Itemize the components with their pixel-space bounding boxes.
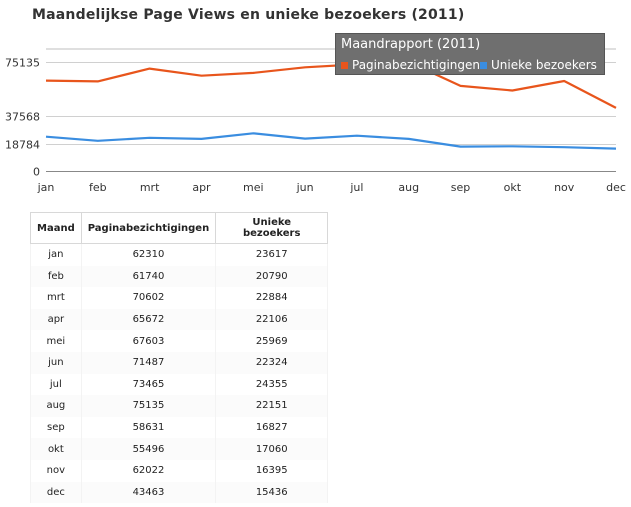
cell-month: sep <box>30 416 82 439</box>
cell-pageviews: 62022 <box>80 459 217 482</box>
table-row: dec 43463 15436 <box>30 481 329 504</box>
table-row: jan 62310 23617 <box>30 243 329 266</box>
legend-label-visitors: Unieke bezoekers <box>491 58 597 72</box>
series-line-visitors <box>45 132 617 150</box>
y-tick-label: 37568 <box>5 111 40 124</box>
cell-visitors: 24355 <box>215 373 329 396</box>
x-tick-label: feb <box>89 181 107 194</box>
header-maand[interactable]: Maand <box>30 212 82 244</box>
cell-visitors: 22884 <box>215 287 329 309</box>
x-tick-label: mrt <box>140 181 160 194</box>
cell-pageviews: 67603 <box>80 330 217 352</box>
cell-pageviews: 61740 <box>80 265 217 288</box>
series-line-pageviews <box>45 60 617 109</box>
table-row: nov 62022 16395 <box>30 459 329 482</box>
cell-month: dec <box>30 481 82 504</box>
cell-visitors: 22324 <box>215 351 329 374</box>
header-visitors[interactable]: Unieke bezoekers <box>215 212 329 244</box>
cell-visitors: 15436 <box>215 481 329 504</box>
table-row: okt 55496 17060 <box>30 438 329 460</box>
x-tick-label: aug <box>398 181 419 194</box>
cell-pageviews: 71487 <box>80 351 217 374</box>
legend-swatch-pageviews <box>341 61 348 69</box>
x-tick-label: apr <box>192 181 211 194</box>
x-tick-label: okt <box>504 181 522 194</box>
table-row: sep 58631 16827 <box>30 416 329 439</box>
cell-pageviews: 55496 <box>80 438 217 460</box>
y-tick-label: 18784 <box>5 139 40 152</box>
cell-visitors: 16395 <box>215 459 329 482</box>
cell-month: jul <box>30 373 82 396</box>
cell-month: jan <box>30 243 82 266</box>
cell-visitors: 16827 <box>215 416 329 439</box>
cell-visitors: 23617 <box>215 243 329 266</box>
data-table: Maand Paginabezichtigingen Unieke bezoek… <box>30 212 329 504</box>
table-header-row: Maand Paginabezichtigingen Unieke bezoek… <box>30 212 329 244</box>
legend-label-pageviews: Paginabezichtigingen <box>352 58 480 72</box>
cell-pageviews: 58631 <box>80 416 217 439</box>
legend-item-pageviews[interactable]: Paginabezichtigingen <box>341 58 480 72</box>
cell-month: apr <box>30 308 82 331</box>
table-row: jun 71487 22324 <box>30 351 329 374</box>
cell-pageviews: 73465 <box>80 373 217 396</box>
cell-month: okt <box>30 438 82 460</box>
x-tick-label: jul <box>349 181 363 194</box>
line-chart: 0 18784 37568 75135 jan feb mrt apr mei jun jul aug… <box>5 48 626 194</box>
x-tick-label: nov <box>554 181 575 194</box>
table-row: mei 67603 25969 <box>30 330 329 352</box>
table-row: jul 73465 24355 <box>30 373 329 396</box>
cell-pageviews: 75135 <box>80 395 217 417</box>
chart-title: Maandelijkse Page Views en unieke bezoek… <box>32 7 465 23</box>
cell-pageviews: 65672 <box>80 308 217 331</box>
cell-month: mrt <box>30 287 82 309</box>
x-tick-label: jun <box>296 181 314 194</box>
cell-month: mei <box>30 330 82 352</box>
table-row: aug 75135 22151 <box>30 395 329 417</box>
table-row: feb 61740 20790 <box>30 265 329 288</box>
cell-month: nov <box>30 459 82 482</box>
x-tick-label: dec <box>606 181 626 194</box>
legend: Maandrapport (2011) Paginabezichtigingen… <box>335 33 605 75</box>
table-row: mrt 70602 22884 <box>30 287 329 309</box>
cell-month: aug <box>30 395 82 417</box>
legend-swatch-visitors <box>480 61 487 69</box>
header-pageviews[interactable]: Paginabezichtigingen <box>80 212 217 244</box>
cell-pageviews: 43463 <box>80 481 217 504</box>
y-tick-label: 75135 <box>5 57 40 70</box>
legend-item-visitors[interactable]: Unieke bezoekers <box>480 58 597 72</box>
x-tick-label: mei <box>243 181 264 194</box>
cell-pageviews: 62310 <box>80 243 217 266</box>
cell-visitors: 22151 <box>215 395 329 417</box>
y-tick-label: 0 <box>33 166 40 179</box>
cell-visitors: 17060 <box>215 438 329 460</box>
table-row: apr 65672 22106 <box>30 308 329 331</box>
cell-month: feb <box>30 265 82 288</box>
cell-visitors: 22106 <box>215 308 329 331</box>
cell-pageviews: 70602 <box>80 287 217 309</box>
cell-visitors: 20790 <box>215 265 329 288</box>
cell-month: jun <box>30 351 82 374</box>
legend-title: Maandrapport (2011) <box>341 37 481 52</box>
x-tick-label: sep <box>451 181 470 194</box>
cell-visitors: 25969 <box>215 330 329 352</box>
x-tick-label: jan <box>37 181 55 194</box>
